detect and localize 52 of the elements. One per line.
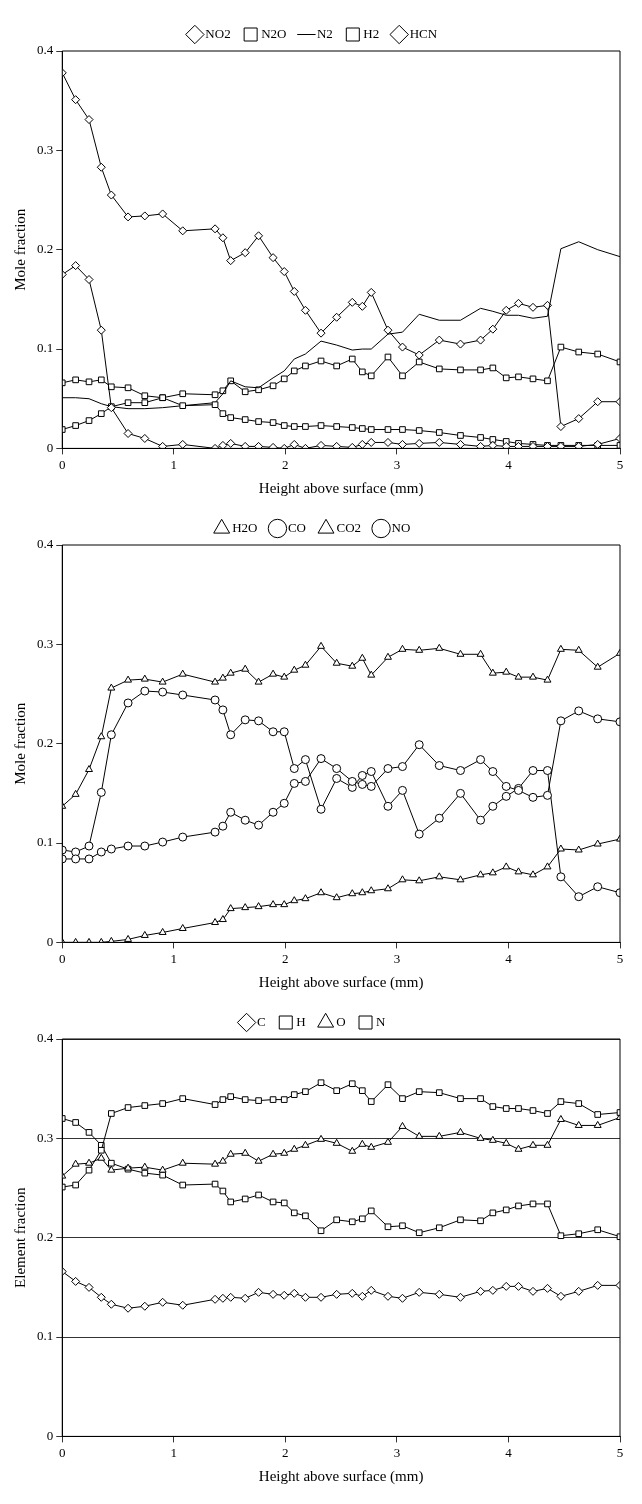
legend-label: CO2 [336, 519, 362, 535]
y-axis-title: Mole fraction [11, 702, 28, 785]
legend-label: N [376, 1013, 387, 1029]
legend-label: N2 [316, 25, 333, 41]
y-tick-label: 0.1 [37, 834, 54, 850]
x-tick-label: 2 [282, 1444, 289, 1460]
y-tick-label: 0 [46, 933, 54, 949]
legend-label: H2O [232, 519, 258, 535]
x-tick-label: 4 [505, 456, 513, 472]
x-tick-label: 3 [393, 950, 401, 966]
x-tick-label: 0 [59, 1444, 66, 1460]
legend-label: HCN [409, 25, 438, 41]
y-tick-label: 0.3 [37, 141, 54, 157]
legend-label: CO [287, 519, 306, 535]
x-tick-label: 1 [170, 456, 178, 472]
x-tick-label: 5 [616, 1444, 624, 1460]
x-tick-label: 1 [170, 950, 178, 966]
y-tick-label: 0.4 [37, 1030, 54, 1046]
x-tick-label: 5 [616, 456, 624, 472]
y-tick-label: 0.4 [37, 536, 54, 552]
y-tick-label: 0.2 [37, 241, 54, 257]
legend-label: NO [391, 519, 411, 535]
x-axis-title: Height above surface (mm) [258, 1467, 424, 1485]
legend-label: H2 [363, 25, 380, 41]
y-tick-label: 0.1 [37, 1328, 54, 1344]
x-axis-title: Height above surface (mm) [258, 479, 424, 497]
y-tick-label: 0.3 [37, 635, 54, 651]
x-axis-title: Height above surface (mm) [258, 973, 424, 991]
y-tick-label: 0.2 [37, 1229, 54, 1245]
x-tick-label: 3 [393, 1444, 401, 1460]
y-tick-label: 0 [46, 1427, 54, 1443]
y-tick-label: 0.2 [37, 735, 54, 751]
y-tick-label: 0.3 [37, 1129, 54, 1145]
y-tick-label: 0 [46, 439, 54, 455]
x-tick-label: 4 [505, 950, 513, 966]
y-axis-title: Mole fraction [11, 208, 28, 291]
x-tick-label: 2 [282, 456, 289, 472]
legend-label: O [336, 1013, 346, 1029]
y-tick-label: 0.1 [37, 340, 54, 356]
x-tick-label: 0 [59, 456, 66, 472]
legend-label: NO2 [205, 25, 231, 41]
x-tick-label: 2 [282, 950, 289, 966]
legend-label: H [296, 1013, 306, 1029]
x-tick-label: 3 [393, 456, 401, 472]
x-tick-label: 0 [59, 950, 66, 966]
x-tick-label: 1 [170, 1444, 178, 1460]
y-axis-title: Element fraction [11, 1187, 28, 1288]
x-tick-label: 5 [616, 950, 624, 966]
legend-label: C [257, 1013, 266, 1029]
legend-label: N2O [261, 25, 287, 41]
y-tick-label: 0.4 [37, 42, 54, 58]
x-tick-label: 4 [505, 1444, 513, 1460]
